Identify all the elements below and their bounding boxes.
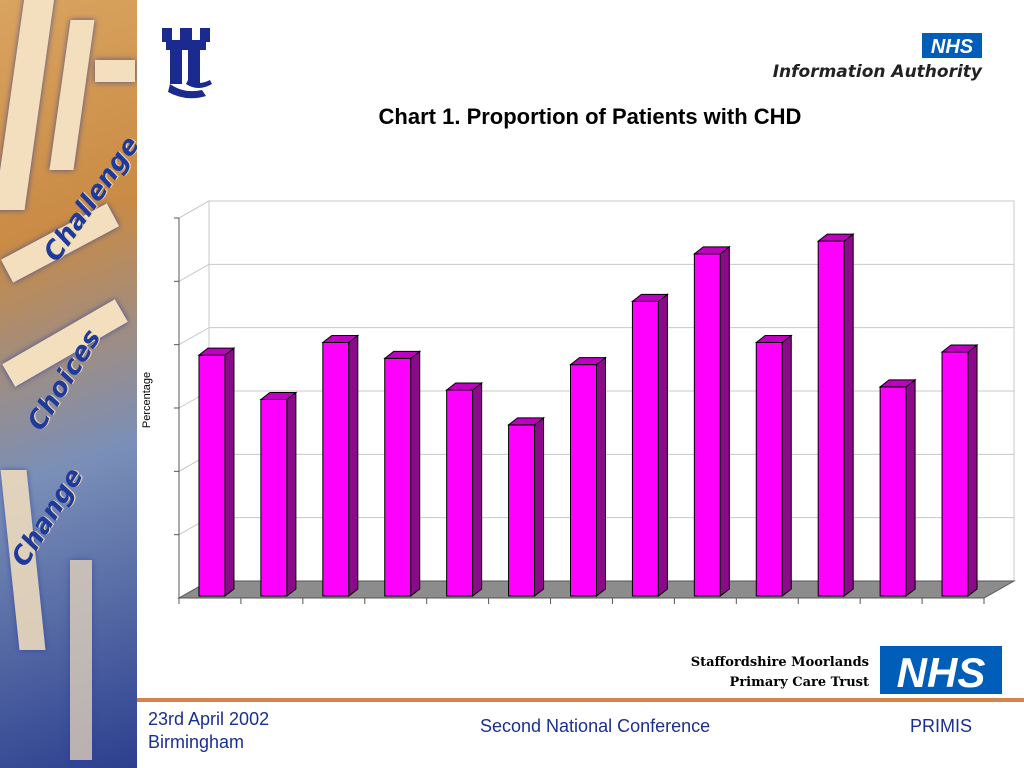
bar-top [630,293,669,302]
chart-bar [507,416,546,598]
y-axis-label: Percentage [141,372,153,428]
chart-bar [630,293,669,598]
bar-front [879,386,907,597]
bar-top [197,347,236,356]
chart-bar [197,347,236,598]
chart-bar [445,381,484,598]
bar-front [817,240,845,597]
bar-side [781,334,792,598]
chart-bar [383,350,422,598]
bar-side [348,334,359,598]
trust-nhs-badge-text: NHS [897,649,986,694]
bar-side [472,381,483,598]
chart-bar [816,233,855,598]
footer-date-location: 23rd April 2002 Birmingham [148,708,269,754]
bar-side [719,245,730,598]
ia-nhs-logo: NHS [922,33,982,58]
chart-bar [259,391,298,598]
chart-bar [692,245,731,598]
bar-side [843,233,854,598]
trust-name-line1: Staffordshire Moorlands [690,655,869,670]
bar-front [693,253,721,597]
maze-side-panel: Challenge Choices Change [0,0,137,768]
bar-top [259,392,298,400]
bar-top [507,417,546,426]
gridline-side [178,263,210,282]
bar-side [967,343,978,598]
bar-side [905,378,916,598]
bar-top [445,382,484,391]
bar-top [383,350,422,359]
bar-top [816,233,855,242]
bar-side [596,356,606,598]
bar-top [569,357,607,366]
bar-front [755,342,783,597]
trust-name: Staffordshire Moorlands Primary Care Tru… [691,653,869,693]
bar-front [384,357,412,597]
university-crest-logo [162,28,212,99]
bar-side [410,350,421,598]
chart-bar [569,356,607,598]
bar-front [570,364,597,597]
trust-name-line2: Primary Care Trust [729,675,869,690]
bar-front [446,389,474,597]
gridline-side [178,327,210,346]
footer-city: Birmingham [148,732,245,752]
bar-side [657,293,668,598]
bar-side [534,416,545,598]
bar-top [692,246,731,255]
bar-top [321,335,360,343]
bar-top [754,335,793,343]
footer-organisation: PRIMIS [910,716,973,736]
bar-front [508,424,536,597]
chart-title: Chart 1. Proportion of Patients with CHD [378,104,802,129]
chart-bar [321,334,360,598]
bar-top [940,344,979,353]
bar-top [878,379,917,388]
ia-nhs-badge-text: NHS [931,36,974,58]
footer-divider [137,698,1024,702]
bar-side [224,347,235,598]
chart-bar [878,378,917,598]
bar-chart: Percentage [141,200,1016,604]
bar-front [631,300,659,597]
bar-side [286,391,297,598]
chart-bar [754,334,793,598]
gridline-side [178,200,210,219]
bar-front [198,354,226,597]
footer-date: 23rd April 2002 [148,709,270,729]
bar-front [322,342,350,597]
bar-front [260,399,288,597]
footer-conference: Second National Conference [480,716,711,736]
trust-nhs-logo: NHS [880,646,1002,694]
information-authority-label: Information Authority [772,62,982,82]
bar-front [941,351,969,597]
chart-bars [197,233,979,598]
chart-bar [940,343,979,598]
